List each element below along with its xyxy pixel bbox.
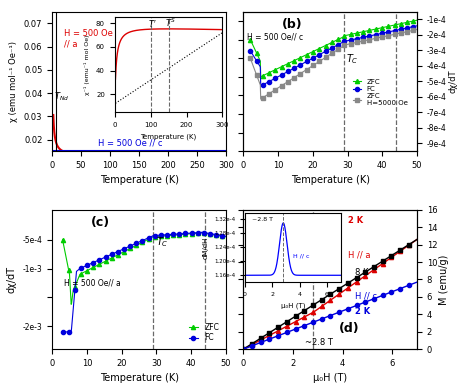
Y-axis label: χ (emu mol⁻¹ Oe⁻¹): χ (emu mol⁻¹ Oe⁻¹) (9, 41, 18, 122)
Y-axis label: M (emu/g): M (emu/g) (439, 254, 449, 305)
Text: (b): (b) (282, 18, 302, 31)
Text: H = 500 Oe// a: H = 500 Oe// a (64, 279, 121, 288)
Y-axis label: dχ/dT: dχ/dT (448, 69, 457, 93)
Text: 2 K: 2 K (347, 216, 363, 225)
Text: H = 500 Oe
// a: H = 500 Oe // a (64, 29, 113, 48)
X-axis label: μ₀H (T): μ₀H (T) (313, 374, 347, 383)
Text: H = 500 Oe // c: H = 500 Oe // c (99, 138, 163, 147)
Y-axis label: dχ/dT: dχ/dT (7, 266, 17, 293)
Text: 2 K: 2 K (355, 307, 370, 316)
Text: 8 K: 8 K (355, 268, 369, 277)
X-axis label: Temperature (K): Temperature (K) (100, 175, 179, 185)
Text: H = 500 Oe// c: H = 500 Oe// c (247, 33, 303, 42)
Text: (a): (a) (156, 18, 177, 31)
X-axis label: Temperature (K): Temperature (K) (100, 374, 179, 383)
Text: H // a: H // a (347, 251, 370, 260)
Legend: ZFC, FC: ZFC, FC (186, 320, 222, 345)
X-axis label: Temperature (K): Temperature (K) (291, 175, 370, 185)
Legend: ZFC, FC, ZFC
H=5000 Oe: ZFC, FC, ZFC H=5000 Oe (350, 76, 410, 109)
Text: (d): (d) (339, 322, 360, 336)
Text: ~2.8 T: ~2.8 T (305, 338, 333, 347)
Text: $T_C$: $T_C$ (156, 236, 169, 249)
Text: $T_C$: $T_C$ (346, 52, 358, 66)
Text: $T_{Nd}$: $T_{Nd}$ (54, 91, 69, 104)
Text: H // c: H // c (355, 292, 377, 301)
Text: (c): (c) (91, 217, 109, 229)
